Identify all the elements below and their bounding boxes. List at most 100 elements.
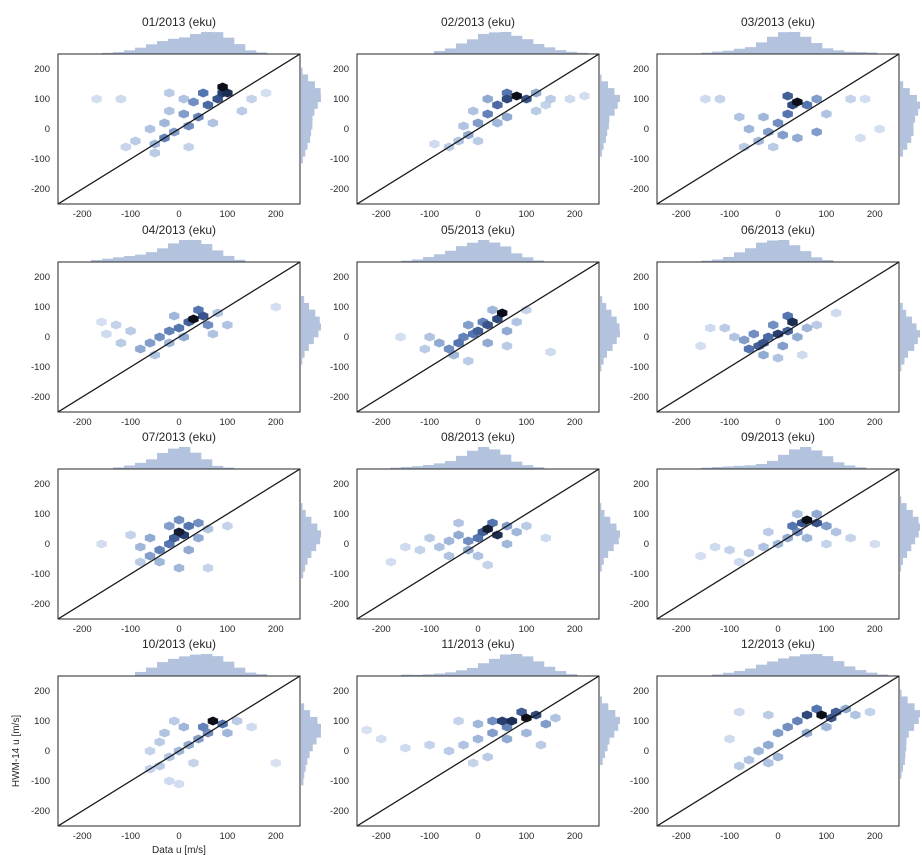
right-marginal-bar bbox=[900, 129, 914, 137]
top-marginal-bar bbox=[146, 459, 158, 469]
hexbin-cell bbox=[811, 127, 822, 137]
y-tick-label: -100 bbox=[31, 154, 50, 165]
hexbin-cell bbox=[729, 332, 740, 342]
hexbin-cell bbox=[772, 728, 784, 738]
top-marginal-bar bbox=[212, 32, 224, 54]
right-marginal-bar bbox=[900, 149, 904, 157]
hexbin-cell bbox=[845, 533, 856, 543]
right-marginal-bar bbox=[301, 142, 308, 150]
right-marginal-bar bbox=[301, 135, 311, 143]
hexbin-cell bbox=[173, 527, 185, 537]
top-marginal-bar bbox=[212, 656, 224, 676]
hexbin-cell bbox=[96, 317, 107, 327]
top-marginal-bar bbox=[866, 52, 878, 54]
top-marginal-bar bbox=[734, 252, 746, 262]
right-marginal-bar bbox=[600, 537, 619, 545]
x-tick-label: 200 bbox=[567, 209, 583, 220]
right-marginal-bar bbox=[900, 544, 912, 552]
hexbin-cell bbox=[395, 332, 406, 342]
hexbin-cell bbox=[511, 317, 522, 327]
hexbin-cell bbox=[222, 521, 233, 531]
top-marginal-bar bbox=[445, 461, 457, 469]
hexbin-cell bbox=[497, 716, 508, 726]
hexbin-cell bbox=[487, 518, 498, 528]
right-marginal-bar bbox=[900, 364, 902, 372]
top-marginal-bar bbox=[401, 466, 413, 469]
right-marginal-bar bbox=[301, 757, 308, 765]
right-marginal-bar bbox=[600, 710, 616, 718]
hexbin-cell bbox=[164, 326, 175, 336]
top-marginal-bar bbox=[179, 656, 191, 676]
hexbin-cell bbox=[734, 112, 745, 122]
hexbin-cell bbox=[110, 320, 122, 330]
right-marginal-bar bbox=[900, 710, 920, 718]
hexbin-cell bbox=[135, 344, 146, 354]
hexbin-cell bbox=[845, 94, 856, 104]
hexbin-layer bbox=[395, 305, 556, 366]
right-marginal-bar bbox=[900, 350, 908, 358]
x-tick-label: -100 bbox=[420, 209, 439, 220]
panel-title: 06/2013 (eku) bbox=[741, 223, 815, 237]
right-marginal-bar bbox=[301, 778, 304, 786]
hexbin-cell bbox=[198, 311, 209, 321]
hexbin-cell bbox=[758, 350, 769, 360]
hexbin-cell bbox=[864, 707, 876, 717]
hexbin-cell bbox=[521, 728, 532, 738]
y-tick-label: -200 bbox=[330, 599, 349, 610]
right-marginal-bar bbox=[900, 737, 907, 745]
hexbin-cell bbox=[178, 109, 189, 119]
hexbin-cell bbox=[492, 314, 503, 324]
top-marginal-bar bbox=[401, 260, 413, 262]
identity-line bbox=[657, 262, 899, 412]
top-marginal-bar bbox=[113, 52, 125, 54]
hexbin-cell bbox=[521, 713, 532, 723]
panel-6: 06/2013 (eku) -200 -100 0 100 200 -200 -100 0 100… bbox=[630, 223, 920, 428]
hexbin-cell bbox=[154, 545, 165, 555]
x-tick-label: 200 bbox=[567, 624, 583, 635]
hexbin-cell bbox=[501, 539, 513, 549]
hexbin-cell bbox=[782, 311, 793, 321]
hexbin-cell bbox=[487, 716, 498, 726]
hexbin-cell bbox=[709, 542, 721, 552]
top-marginal-bar bbox=[223, 255, 235, 262]
hexbin-cell bbox=[811, 704, 822, 714]
top-marginal-bar bbox=[135, 462, 147, 469]
right-marginal-bar bbox=[900, 696, 908, 704]
x-tick-label: -100 bbox=[121, 417, 140, 428]
y-tick-label: 200 bbox=[34, 272, 50, 283]
x-tick-label: -200 bbox=[73, 831, 92, 842]
hexbin-cell bbox=[144, 338, 156, 348]
identity-line bbox=[357, 262, 599, 412]
panel-11: 11/2013 (eku) -200 -100 0 100 200 -200 -100 0 100… bbox=[330, 637, 620, 842]
hexbin-cell bbox=[154, 332, 165, 342]
top-marginal-bar bbox=[734, 670, 746, 676]
x-tick-label: 0 bbox=[475, 831, 480, 842]
hexbin-cell bbox=[144, 533, 156, 543]
right-marginal-bar bbox=[900, 503, 907, 511]
hexbin-cell bbox=[801, 515, 813, 525]
x-tick-label: 100 bbox=[818, 417, 834, 428]
top-marginal-bar bbox=[778, 32, 790, 54]
hexbin-cell bbox=[434, 542, 445, 552]
top-marginal-bar bbox=[467, 450, 479, 469]
hexbin-cell bbox=[260, 88, 272, 98]
hexbin-cell bbox=[753, 746, 764, 756]
panel-title: 09/2013 (eku) bbox=[741, 430, 815, 444]
right-marginal-bar bbox=[301, 108, 315, 116]
top-marginal-bar bbox=[789, 449, 801, 469]
right-marginal-bar bbox=[900, 509, 913, 518]
hexbin-cell bbox=[695, 551, 706, 561]
top-marginal-bar bbox=[489, 658, 501, 676]
hexbin-cell bbox=[482, 109, 493, 119]
hexbin-cell bbox=[782, 722, 793, 732]
top-marginal-bar bbox=[723, 466, 735, 469]
hexbin-cell bbox=[188, 314, 199, 324]
top-marginal-bar bbox=[745, 248, 757, 262]
hexbin-cell bbox=[270, 302, 281, 312]
top-marginal-bar bbox=[767, 460, 779, 469]
top-marginal-bar bbox=[822, 456, 834, 469]
y-tick-label: -200 bbox=[31, 184, 50, 195]
top-marginal-bar bbox=[212, 465, 224, 469]
identity-line bbox=[357, 469, 599, 619]
hexbin-cell bbox=[419, 344, 430, 354]
